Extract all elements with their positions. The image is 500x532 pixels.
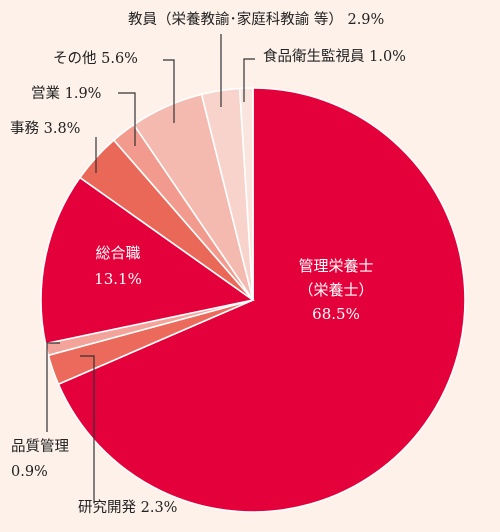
slice-label-2-line-0: 品質管理 xyxy=(11,437,69,455)
slice-label-4-line-0: 事務 3.8% xyxy=(10,120,80,137)
slice-label-2-line-1: 0.9% xyxy=(11,464,48,480)
leader-line-6 xyxy=(163,59,175,123)
leader-line-8 xyxy=(243,58,255,102)
slice-label-0-line-0: 管理栄養士 xyxy=(298,257,373,275)
slice-label-0-line-2: 68.5% xyxy=(312,305,360,323)
slice-label-3-line-1: 13.1% xyxy=(94,270,142,288)
pie-slice-3 xyxy=(40,176,255,345)
slice-label-6-line-0: その他 5.6% xyxy=(53,50,138,67)
leader-line-1 xyxy=(80,355,95,503)
slice-label-0-line-1: （栄養士） xyxy=(298,281,373,299)
pie-slice-0 xyxy=(57,87,466,513)
leader-line-2 xyxy=(46,342,60,432)
slice-label-5-line-0: 営業 1.9% xyxy=(31,85,101,102)
pie-slice-8 xyxy=(238,87,254,301)
slice-label-7-line-0: 教員（栄養教諭･家庭科教諭 等） 2.9% xyxy=(128,10,384,28)
slice-label-1-line-0: 研究開発 2.3% xyxy=(78,499,177,516)
leader-line-5 xyxy=(118,92,136,146)
slice-label-8-line-0: 食品衛生監視員 1.0% xyxy=(263,48,406,65)
slice-label-3-line-0: 総合職 xyxy=(95,244,140,262)
